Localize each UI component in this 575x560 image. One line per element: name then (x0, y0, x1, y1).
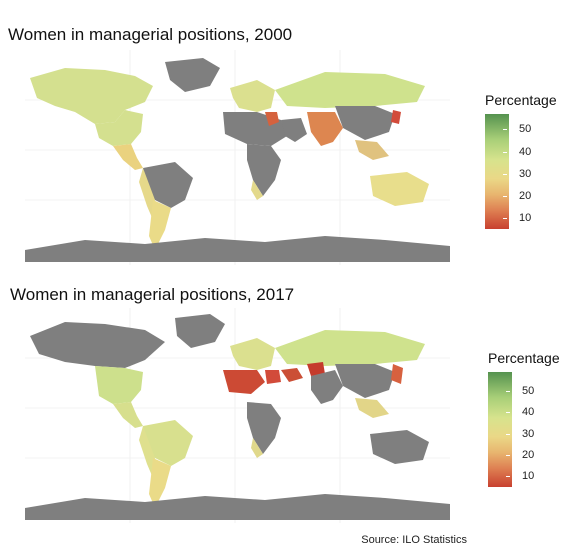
legend-tick-mark (506, 476, 510, 477)
region-south-asia (311, 370, 343, 404)
region-middle-east (281, 368, 303, 382)
legend-tick-mark (506, 391, 510, 392)
legend-title: Percentage (485, 92, 557, 108)
region-china (335, 106, 395, 140)
world-map-2000 (25, 50, 450, 265)
legend-tick-mark (503, 174, 507, 175)
legend-tick-mark (506, 412, 510, 413)
legend-tick-list: 50 40 30 20 10 (512, 372, 572, 487)
region-russia (275, 330, 425, 366)
legend-tick-mark (506, 455, 510, 456)
region-greenland (175, 314, 225, 348)
map-title-2000: Women in managerial positions, 2000 (8, 25, 292, 45)
region-russia (275, 72, 425, 108)
legend-color-bar (488, 372, 512, 487)
region-arabia (281, 118, 307, 142)
region-japan-korea (391, 110, 401, 124)
region-central-america (113, 144, 143, 170)
region-north-africa (223, 370, 265, 394)
map-title-2017: Women in managerial positions, 2017 (10, 285, 294, 305)
legend-2000: Percentage 50 40 30 20 10 (485, 92, 575, 242)
source-note: Source: ILO Statistics (361, 534, 467, 546)
legend-tick-mark (506, 434, 510, 435)
legend-tick-label: 20 (522, 449, 534, 461)
legend-title: Percentage (488, 350, 560, 366)
legend-tick-mark (503, 152, 507, 153)
region-egypt (265, 370, 281, 384)
legend-tick-list: 50 40 30 20 10 (509, 114, 569, 229)
region-antarctica (25, 236, 450, 262)
region-antarctica (25, 494, 450, 520)
legend-tick-label: 40 (522, 406, 534, 418)
legend-tick-label: 30 (519, 168, 531, 180)
map-panel-2000: Women in managerial positions, 2000 (0, 0, 575, 278)
region-south-asia (307, 112, 343, 146)
legend-tick-mark (503, 196, 507, 197)
region-europe (230, 338, 275, 370)
region-australia (370, 172, 429, 206)
map-panel-2017: Women in managerial positions, 2017 (0, 278, 575, 540)
world-map-2017 (25, 308, 450, 523)
legend-2017: Percentage 50 40 30 20 10 (488, 350, 575, 500)
legend-tick-label: 10 (519, 212, 531, 224)
region-north-america (95, 366, 143, 404)
region-canada (30, 322, 165, 368)
legend-tick-label: 50 (522, 385, 534, 397)
legend-tick-mark (503, 218, 507, 219)
region-australia (370, 430, 429, 464)
region-europe (230, 80, 275, 112)
region-china (335, 364, 395, 398)
legend-tick-label: 50 (519, 123, 531, 135)
legend-color-bar (485, 114, 509, 229)
legend-tick-mark (503, 129, 507, 130)
region-central-america (113, 402, 143, 428)
legend-tick-label: 30 (522, 428, 534, 440)
legend-tick-label: 20 (519, 190, 531, 202)
region-japan-korea (391, 364, 403, 384)
legend-tick-label: 10 (522, 470, 534, 482)
region-greenland (165, 58, 220, 92)
legend-tick-label: 40 (519, 146, 531, 158)
